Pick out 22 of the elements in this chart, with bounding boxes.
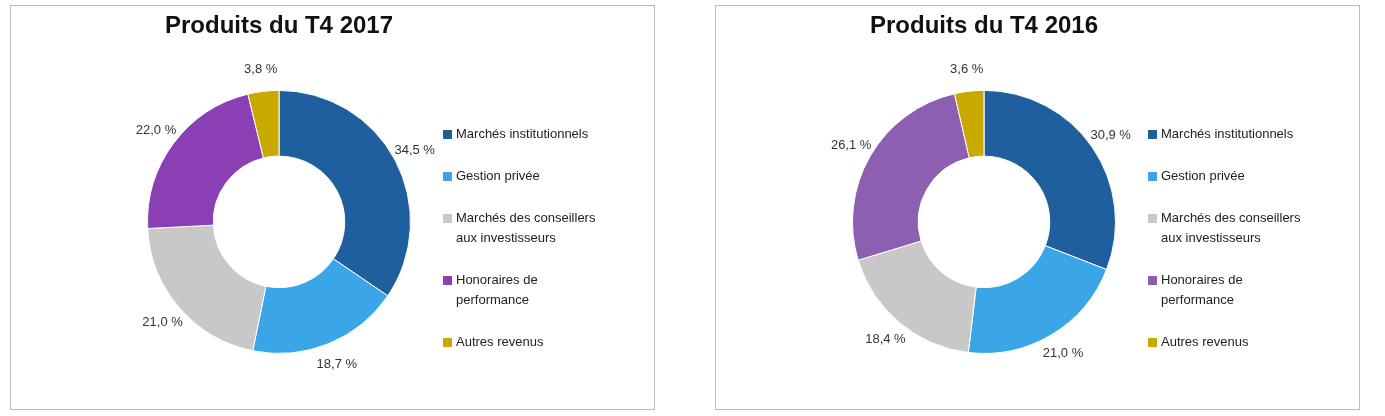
legend-label: Marchés des conseillers aux investisseurs bbox=[1161, 209, 1302, 247]
data-label: 18,4 % bbox=[865, 331, 907, 347]
data-label: 21,0 % bbox=[142, 313, 184, 329]
data-label: 30,9 % bbox=[1090, 126, 1132, 142]
legend-label: Gestion privée bbox=[1161, 167, 1245, 185]
legend-label: Autres revenus bbox=[1161, 333, 1249, 351]
data-label: 18,7 % bbox=[316, 355, 358, 371]
data-label: 3,8 % bbox=[244, 61, 278, 77]
data-label: 26,1 % bbox=[830, 136, 872, 152]
data-label: 34,5 % bbox=[394, 141, 436, 157]
chart-title: Produits du T4 2017 bbox=[164, 11, 394, 39]
legend-label: Autres revenus bbox=[456, 333, 544, 351]
data-label: 21,0 % bbox=[1042, 345, 1084, 361]
legend-label: Marchés institutionnels bbox=[1161, 125, 1294, 143]
legend-label: Honoraires de performance bbox=[456, 271, 539, 309]
data-label: 3,6 % bbox=[950, 60, 984, 76]
chart-title: Produits du T4 2016 bbox=[869, 11, 1099, 39]
legend-label: Marchés institutionnels bbox=[456, 125, 589, 143]
legend-label: Gestion privée bbox=[456, 167, 540, 185]
legend-label: Marchés des conseillers aux investisseurs bbox=[456, 209, 597, 247]
data-label: 22,0 % bbox=[135, 121, 177, 137]
legend-label: Honoraires de performance bbox=[1161, 271, 1244, 309]
